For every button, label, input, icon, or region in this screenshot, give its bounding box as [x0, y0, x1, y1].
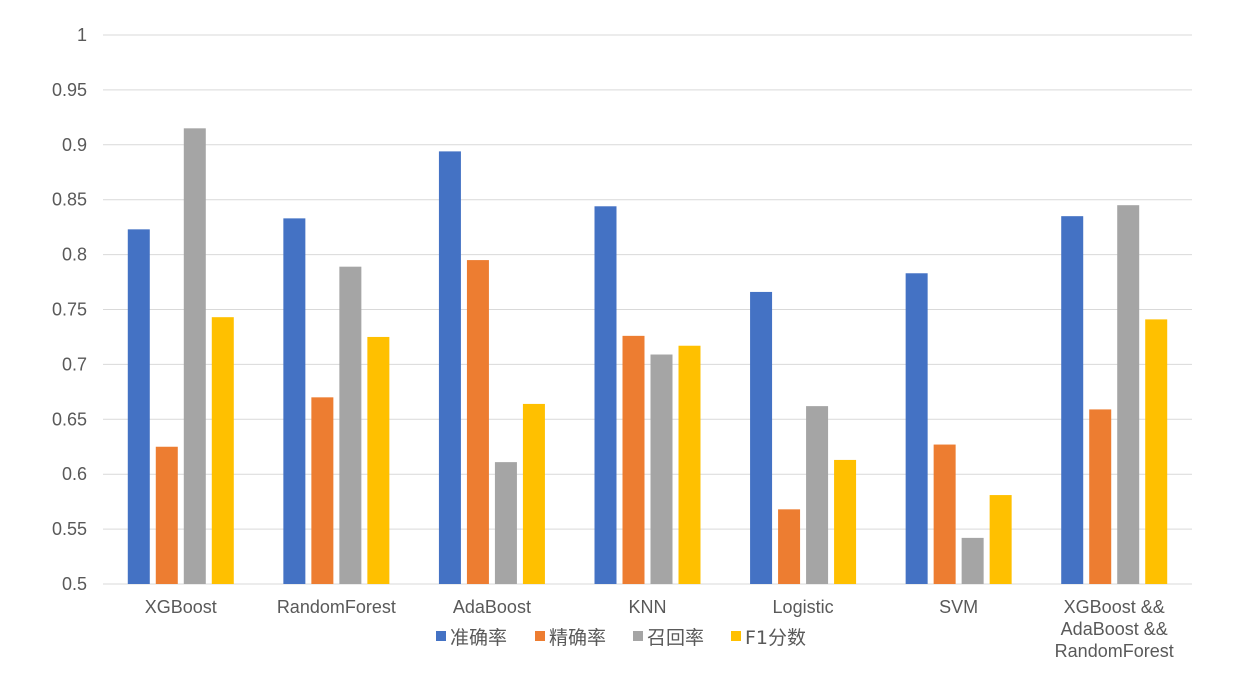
x-tick-label: AdaBoost: [453, 597, 531, 617]
legend-swatch-0: [436, 631, 446, 641]
y-tick-label: 0.65: [52, 409, 87, 429]
bar-2-2: [494, 462, 517, 584]
bars: [127, 128, 1168, 585]
bar-0-1: [283, 218, 306, 584]
y-tick-label: 0.55: [52, 519, 87, 539]
x-tick-label-line: XGBoost: [145, 597, 217, 617]
bar-3-2: [522, 403, 545, 584]
bar-2-4: [806, 406, 829, 584]
bar-0-4: [750, 291, 773, 584]
bar-1-2: [466, 260, 489, 584]
bar-1-3: [622, 335, 645, 584]
x-tick-label-line: RandomForest: [277, 597, 396, 617]
y-tick-label: 0.9: [62, 135, 87, 155]
x-tick-label-line: KNN: [628, 597, 666, 617]
legend-swatch-2: [633, 631, 643, 641]
bar-3-6: [1145, 319, 1168, 584]
legend-label-0: 准确率: [450, 627, 507, 649]
bar-0-5: [905, 273, 928, 584]
y-tick-label: 1: [77, 25, 87, 45]
y-tick-label: 0.8: [62, 245, 87, 265]
bar-1-1: [311, 397, 334, 584]
legend-label-1: 精确率: [549, 627, 606, 649]
legend: 准确率 精确率 召回率 F1分数: [436, 627, 806, 649]
bar-2-3: [650, 354, 673, 584]
y-tick-label: 0.6: [62, 464, 87, 484]
legend-label-2: 召回率: [647, 627, 704, 649]
x-tick-label: KNN: [628, 597, 666, 617]
gridlines: [103, 34, 1192, 585]
x-tick-label: SVM: [939, 597, 978, 617]
x-tick-label-line: SVM: [939, 597, 978, 617]
bar-2-0: [183, 128, 206, 584]
bar-1-6: [1089, 409, 1112, 584]
x-tick-label: XGBoost: [145, 597, 217, 617]
x-tick-label: RandomForest: [277, 597, 396, 617]
x-tick-label: Logistic: [773, 597, 834, 617]
legend-swatch-3: [731, 631, 741, 641]
y-tick-label: 0.5: [62, 574, 87, 594]
y-tick-label: 0.7: [62, 354, 87, 374]
y-tick-label: 0.95: [52, 80, 87, 100]
bar-2-6: [1117, 205, 1140, 584]
bar-1-0: [155, 446, 178, 584]
bar-0-3: [594, 206, 617, 584]
bar-3-4: [834, 459, 857, 584]
bar-3-0: [211, 317, 234, 584]
bar-2-5: [961, 537, 984, 584]
y-tick-label: 0.85: [52, 190, 87, 210]
y-tick-label: 0.75: [52, 300, 87, 320]
x-tick-label-line: AdaBoost: [453, 597, 531, 617]
bar-0-0: [127, 229, 150, 584]
bar-1-5: [933, 444, 956, 584]
x-tick-label-line: AdaBoost &&: [1061, 619, 1168, 639]
bar-2-1: [339, 266, 362, 584]
x-tick-label: XGBoost && AdaBoost && RandomForest: [1055, 597, 1174, 661]
x-axis-ticks: XGBoost RandomForest AdaBoost KNN Logistic SV…: [145, 597, 1174, 661]
x-tick-label-line: XGBoost &&: [1064, 597, 1165, 617]
legend-label-3: F1分数: [745, 627, 806, 649]
bar-3-3: [678, 345, 701, 584]
legend-swatch-1: [535, 631, 545, 641]
x-tick-label-line: RandomForest: [1055, 641, 1174, 661]
bar-3-1: [367, 336, 390, 584]
bar-0-2: [438, 151, 461, 584]
bar-0-6: [1061, 216, 1084, 585]
bar-1-4: [778, 509, 801, 584]
y-axis-ticks: 0.5 0.55 0.6 0.65 0.7 0.75 0.8 0.85 0.9 0.95 1: [52, 25, 87, 594]
x-tick-label-line: Logistic: [773, 597, 834, 617]
bar-3-5: [989, 495, 1012, 584]
